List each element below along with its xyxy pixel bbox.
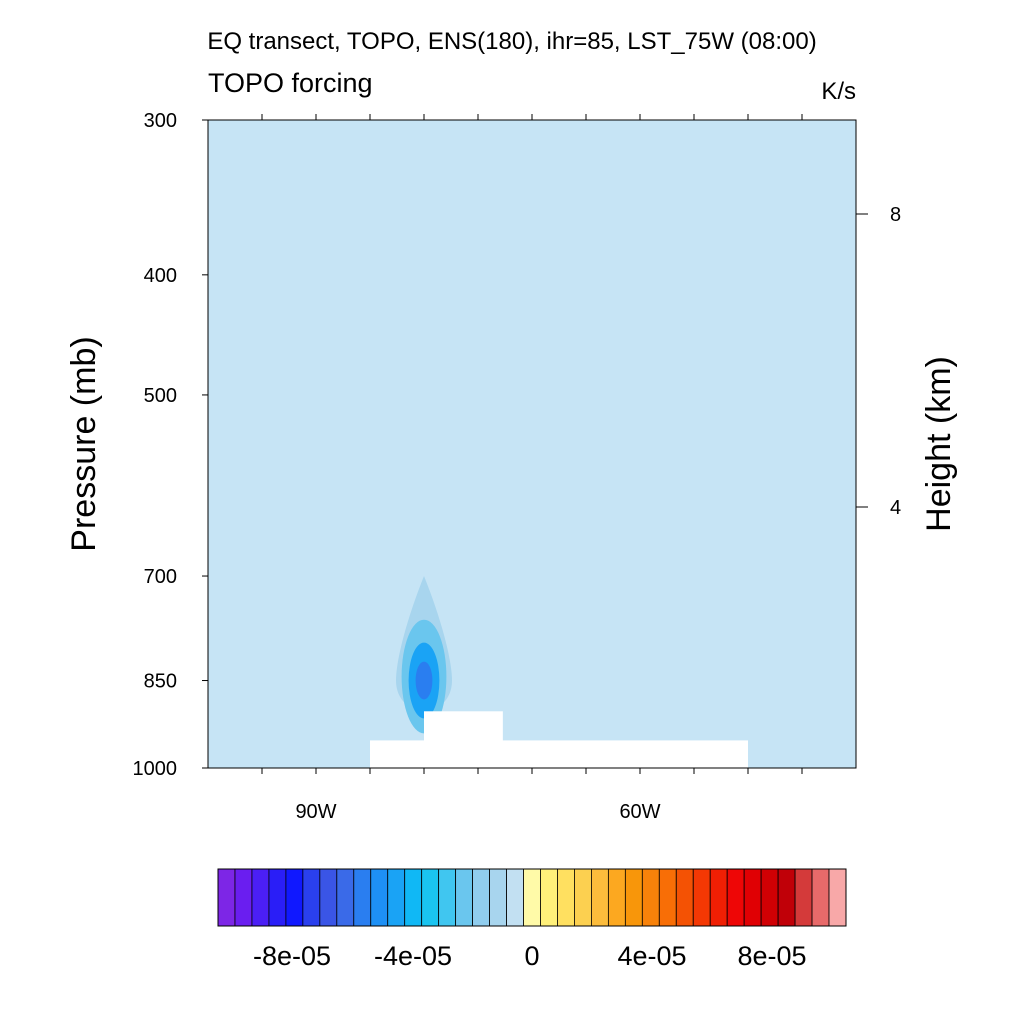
plot-background xyxy=(208,120,856,768)
terrain-mask xyxy=(370,711,748,768)
colorbar-swatch xyxy=(811,868,830,927)
colorbar-swatch xyxy=(319,868,338,927)
y-tick-label: 300 xyxy=(144,110,177,132)
colorbar-swatch xyxy=(302,868,321,927)
colorbar-swatch xyxy=(472,868,490,927)
colorbar-swatch xyxy=(217,868,236,927)
colorbar-swatch xyxy=(777,868,796,927)
colorbar-swatch xyxy=(540,868,558,927)
colorbar-swatch xyxy=(404,868,423,927)
anomaly-layer xyxy=(396,576,452,734)
y-right-tick-label: 4 xyxy=(890,497,901,519)
y-axis-right-title: Height (km) xyxy=(920,356,958,532)
colorbar-swatch xyxy=(709,868,728,927)
y-tick-label: 1000 xyxy=(133,758,178,780)
colorbar-swatch xyxy=(234,868,253,927)
colorbar-swatch xyxy=(828,868,847,927)
y-tick-label: 400 xyxy=(144,265,177,287)
colorbar-swatch xyxy=(353,868,372,927)
x-tick-label: 60W xyxy=(619,801,660,823)
x-tick-label: 90W xyxy=(295,801,336,823)
colorbar-swatch xyxy=(438,868,457,927)
colorbar-swatch xyxy=(641,868,660,927)
colorbar-swatch xyxy=(387,868,406,927)
colorbar-swatch xyxy=(607,868,626,927)
colorbar-swatch xyxy=(489,868,507,927)
colorbar-swatch xyxy=(370,868,389,927)
axes: 90W 60W 300 400 500 700 850 1000 4 8 xyxy=(133,110,902,823)
colorbar-label: -8e-05 xyxy=(253,941,331,971)
colorbar-label: 0 xyxy=(524,941,539,971)
plot-area xyxy=(208,120,856,768)
colorbar-swatch xyxy=(692,868,711,927)
colorbar-swatch xyxy=(591,868,609,927)
colorbar-swatch xyxy=(743,868,762,927)
colorbar-swatch xyxy=(794,868,813,927)
colorbar-swatch xyxy=(523,868,541,927)
colorbar-swatch xyxy=(268,868,287,927)
y-tick-label: 850 xyxy=(144,671,177,693)
left-subtitle: TOPO forcing xyxy=(208,68,373,98)
y-tick-label: 500 xyxy=(144,385,177,407)
y-tick-label: 700 xyxy=(144,566,177,588)
colorbar-swatch xyxy=(506,868,524,927)
colorbar-swatch xyxy=(336,868,355,927)
anomaly-core xyxy=(415,661,433,700)
chart-title: EQ transect, TOPO, ENS(180), ihr=85, LST… xyxy=(207,28,816,55)
colorbar-swatch xyxy=(557,868,575,927)
colorbar-frame xyxy=(217,868,847,927)
y-right-tick-label: 8 xyxy=(890,204,901,226)
terrain-block-2 xyxy=(424,711,503,768)
colorbar-label: 8e-05 xyxy=(737,941,806,971)
colorbar-swatch xyxy=(624,868,643,927)
colorbar-swatch xyxy=(421,868,440,927)
colorbar-swatch xyxy=(726,868,745,927)
colorbar-swatch xyxy=(574,868,592,927)
colorbar-swatch xyxy=(760,868,779,927)
colorbar-swatch xyxy=(285,868,304,927)
colorbar-swatch xyxy=(251,868,270,927)
colorbar-label: -4e-05 xyxy=(374,941,452,971)
right-subtitle: K/s xyxy=(821,78,856,105)
colorbar-swatch xyxy=(658,868,677,927)
colorbar-swatch xyxy=(675,868,694,927)
colorbar-label: 4e-05 xyxy=(617,941,686,971)
y-axis-title: Pressure (mb) xyxy=(65,336,103,551)
colorbar-swatch xyxy=(455,868,473,927)
colorbar: -8e-05 -4e-05 0 4e-05 8e-05 xyxy=(217,868,847,971)
